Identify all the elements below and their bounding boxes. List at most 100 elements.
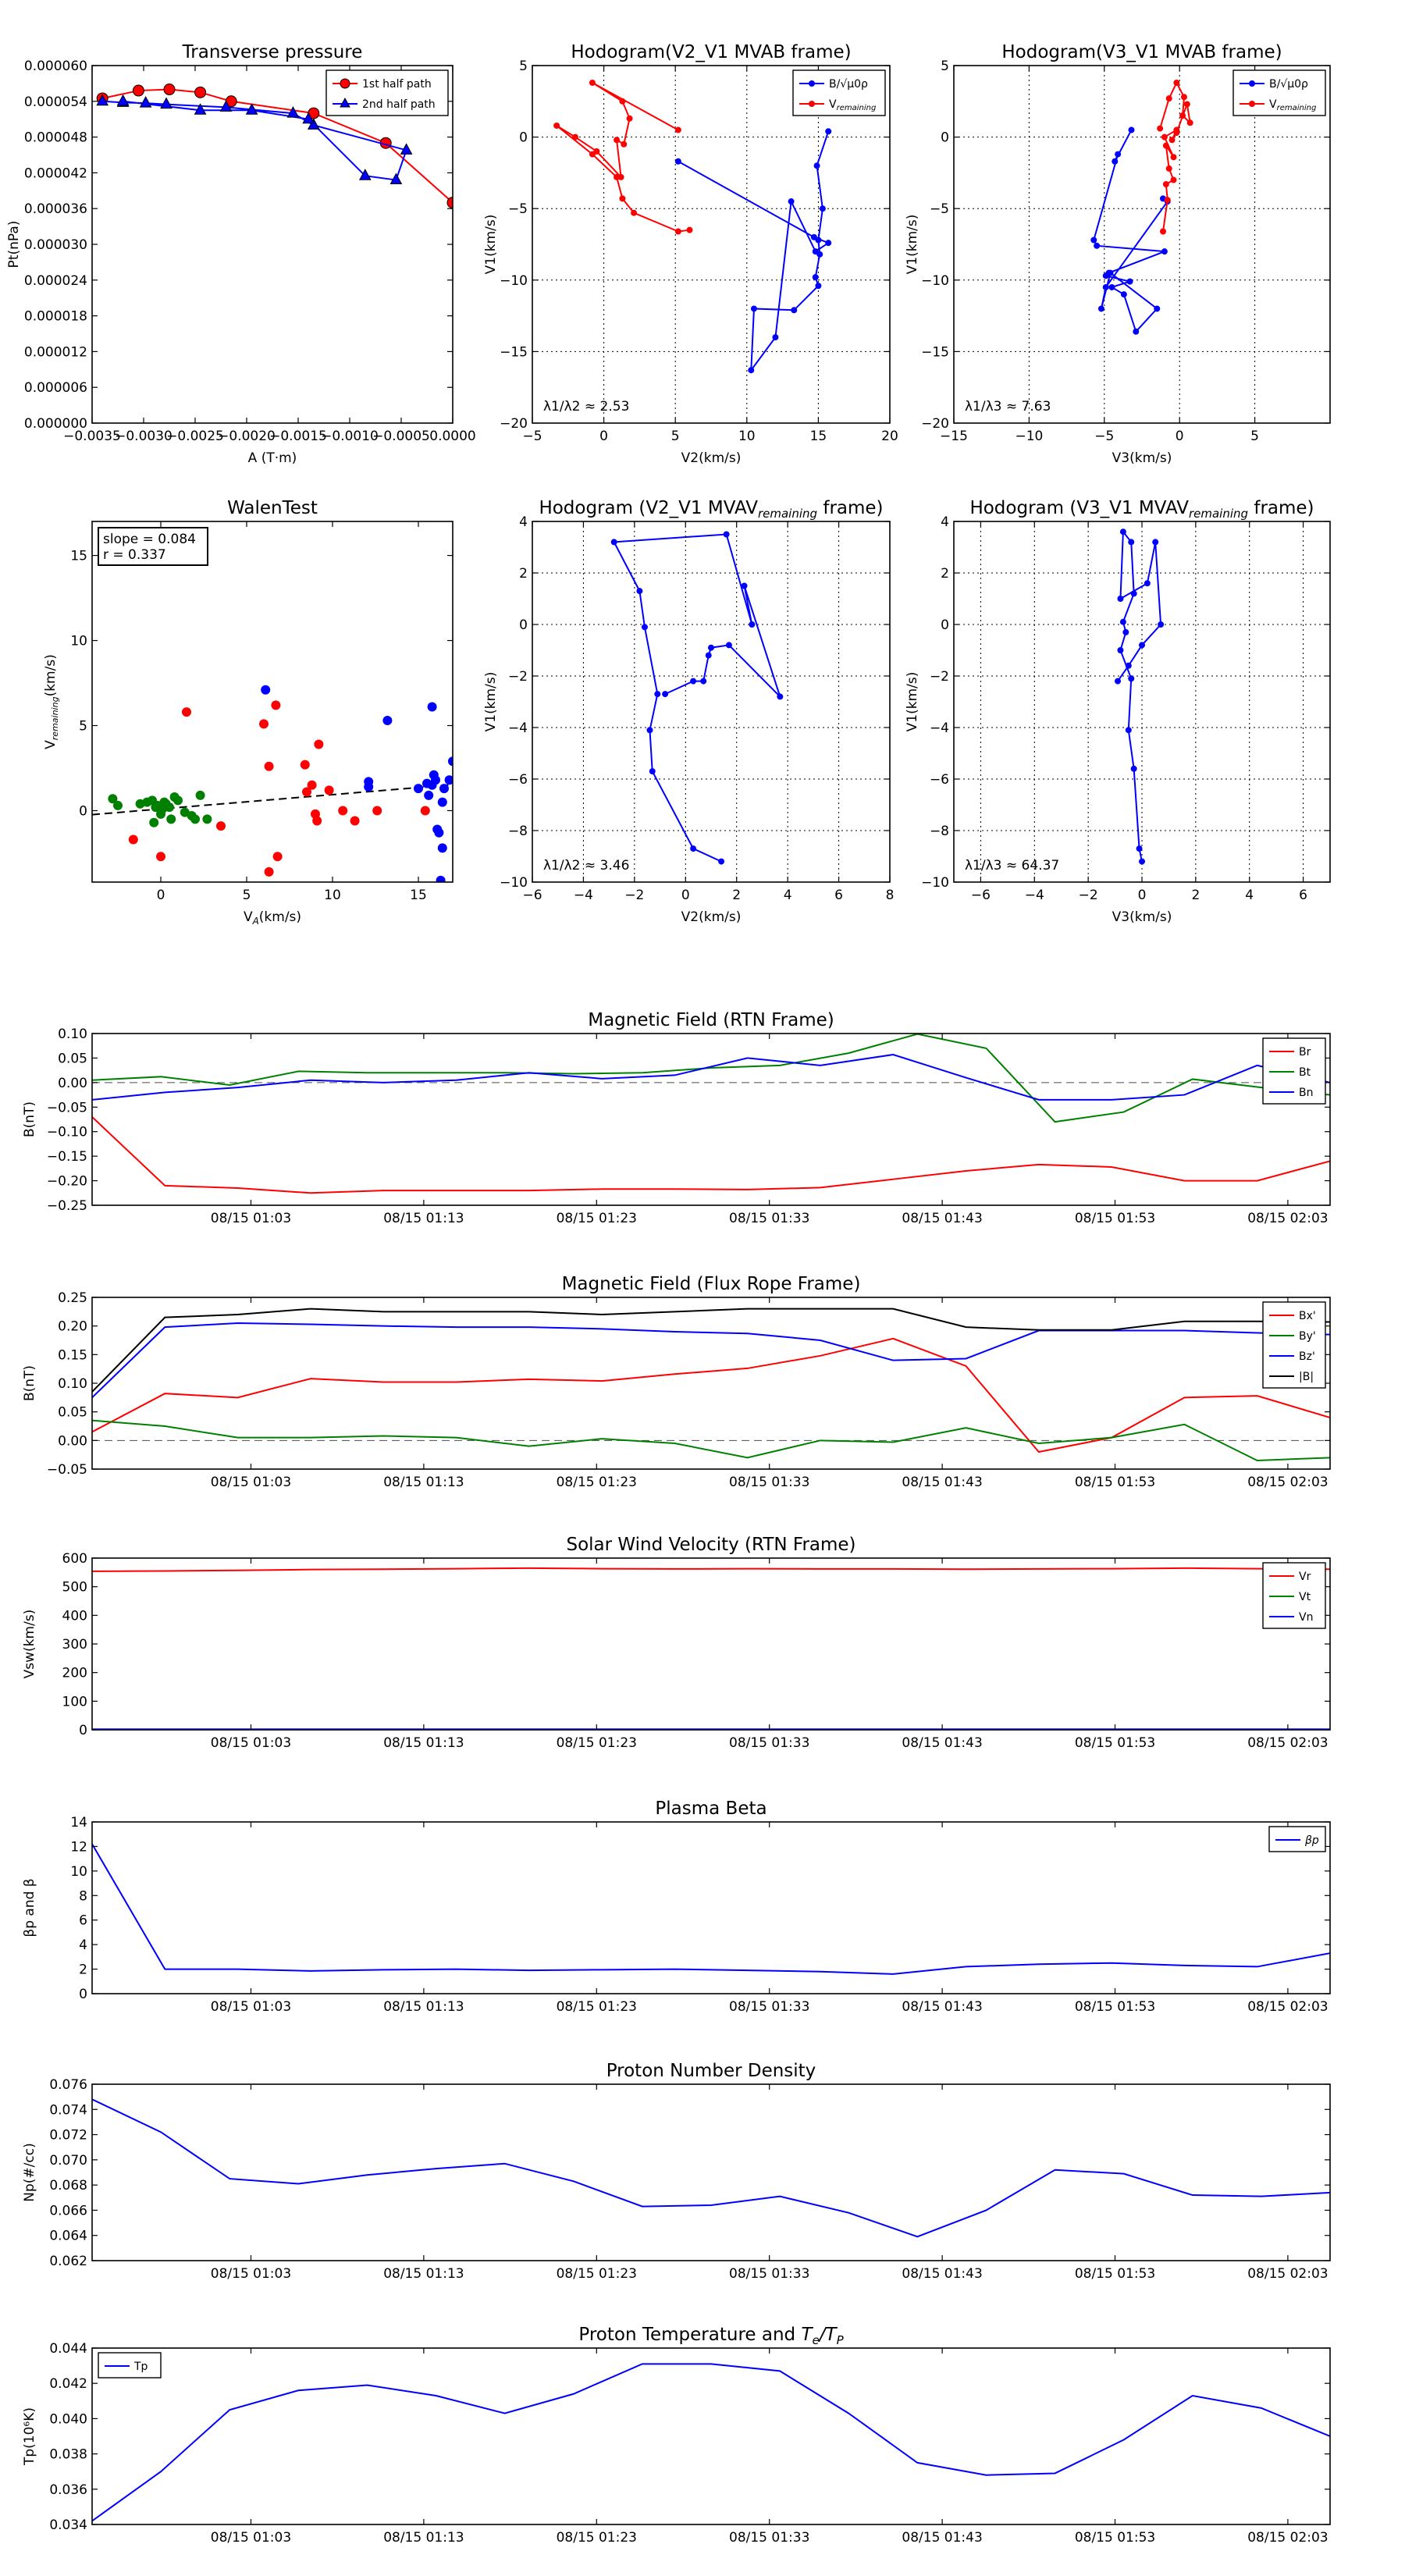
data-point xyxy=(1128,675,1135,682)
legend-label: By' xyxy=(1299,1330,1316,1343)
y-tick-label: −4 xyxy=(508,720,528,736)
chart-title: Hodogram(V3_V1 MVAB frame) xyxy=(1001,42,1282,62)
data-point xyxy=(156,852,165,862)
legend-label: Bz' xyxy=(1299,1350,1315,1363)
data-point xyxy=(139,96,152,108)
data-point xyxy=(610,539,617,546)
data-point xyxy=(619,195,626,202)
legend-label: 2nd half path xyxy=(362,98,436,111)
y-tick-label: 0 xyxy=(79,803,87,819)
data-point xyxy=(116,94,130,106)
x-tick-label: 08/15 01:43 xyxy=(902,2530,982,2546)
legend: 1st half path 2nd half path xyxy=(325,69,449,116)
y-tick-label: 2 xyxy=(941,566,949,582)
y-tick-label: 14 xyxy=(70,1815,87,1831)
y-tick-label: 8 xyxy=(79,1888,87,1904)
y-tick-label: 0.044 xyxy=(49,2341,87,2357)
data-point xyxy=(1115,678,1122,685)
x-tick-label: 0 xyxy=(1138,888,1147,903)
data-point xyxy=(1158,621,1165,628)
y-tick-label: 0.038 xyxy=(49,2447,87,2463)
chart-p1: −0.0035−0.0030−0.0025−0.0020−0.0015−0.00… xyxy=(6,42,476,466)
x-tick-label: −0.0025 xyxy=(166,429,224,444)
legend-label: Vremaining xyxy=(1269,98,1316,112)
data-point xyxy=(372,806,382,816)
x-tick-label: 0 xyxy=(681,888,690,903)
x-tick-label: 08/15 01:33 xyxy=(729,1211,809,1226)
legend: Vr Vt Vn xyxy=(1262,1562,1326,1629)
y-tick-label: 0.042 xyxy=(49,2376,87,2392)
x-tick-label: 08/15 02:03 xyxy=(1247,1735,1328,1751)
legend-label: βp xyxy=(1304,1834,1319,1847)
x-tick-label: 6 xyxy=(1299,888,1307,903)
y-axis-label: Pt(nPa) xyxy=(6,221,22,269)
data-point xyxy=(791,307,798,314)
data-point xyxy=(338,806,348,816)
data-point xyxy=(261,685,271,695)
data-point xyxy=(725,642,732,649)
y-tick-label: 0.000006 xyxy=(24,380,87,396)
data-point xyxy=(113,800,123,810)
y-tick-label: −0.25 xyxy=(47,1198,87,1214)
data-point xyxy=(324,785,334,795)
y-tick-label: −0.05 xyxy=(47,1100,87,1115)
y-tick-label: 0.036 xyxy=(49,2482,87,2498)
x-tick-label: 08/15 01:53 xyxy=(1075,2266,1155,2282)
data-point xyxy=(1162,181,1169,188)
x-tick-label: 4 xyxy=(784,888,792,903)
eigenvalue-ratio-label: λ1/λ2 ≈ 2.53 xyxy=(543,399,629,415)
series-v-remaining xyxy=(1157,79,1193,235)
data-point xyxy=(646,727,653,734)
series-line-bz- xyxy=(92,1322,1330,1399)
data-point xyxy=(1139,858,1145,865)
plot-area xyxy=(1090,79,1193,335)
legend-label: Vr xyxy=(1299,1571,1311,1583)
data-point xyxy=(1168,137,1176,144)
data-point xyxy=(434,827,444,838)
y-axis-label: Tp(10⁶K) xyxy=(22,2407,37,2466)
annotation-text: r = 0.337 xyxy=(103,547,166,563)
x-tick-label: 5 xyxy=(671,429,680,444)
data-point xyxy=(271,700,281,710)
y-tick-label: 0.00 xyxy=(58,1433,87,1449)
y-tick-label: −2 xyxy=(508,669,528,685)
y-tick-label: 0.062 xyxy=(49,2254,87,2269)
x-tick-label: 08/15 01:43 xyxy=(902,1999,982,2015)
data-point xyxy=(166,814,176,824)
y-tick-label: 0.070 xyxy=(49,2153,87,2169)
x-tick-label: 08/15 01:43 xyxy=(902,2266,982,2282)
data-point xyxy=(149,817,159,827)
chart-title: Solar Wind Velocity (RTN Frame) xyxy=(566,1535,855,1555)
data-point xyxy=(748,367,755,374)
data-point xyxy=(815,283,822,290)
y-tick-label: 200 xyxy=(62,1666,87,1681)
plot-area xyxy=(92,2098,1330,2238)
legend-label: 1st half path xyxy=(362,78,432,91)
chart-title: Transverse pressure xyxy=(182,42,363,62)
data-point xyxy=(1173,79,1180,86)
data-point xyxy=(173,795,183,806)
plot-frame xyxy=(91,2347,1331,2525)
x-tick-label: 0.0000 xyxy=(429,429,475,444)
x-tick-label: −4 xyxy=(1025,888,1044,903)
data-point xyxy=(1164,197,1171,204)
x-tick-label: −10 xyxy=(1015,429,1043,444)
y-tick-label: 0 xyxy=(941,617,949,633)
chart-title: Proton Temperature and Te/TP xyxy=(578,2325,844,2347)
data-point xyxy=(437,843,447,853)
series-line xyxy=(556,82,690,233)
legend-label: Bn xyxy=(1299,1087,1313,1099)
x-tick-label: 08/15 01:33 xyxy=(729,2530,809,2546)
legend-label: B/√μ0ρ xyxy=(1269,78,1308,91)
series-line-bx- xyxy=(92,1337,1330,1453)
plot-frame xyxy=(532,65,891,424)
y-axis-label: B(nT) xyxy=(22,1365,37,1401)
y-tick-label: 0.034 xyxy=(49,2517,87,2533)
plot-area xyxy=(96,84,453,209)
data-point xyxy=(741,582,748,589)
x-tick-label: −2 xyxy=(1079,888,1098,903)
y-tick-label: 0.000042 xyxy=(24,165,87,181)
y-tick-label: −20 xyxy=(921,416,949,432)
y-axis-label: B(nT) xyxy=(22,1101,37,1137)
